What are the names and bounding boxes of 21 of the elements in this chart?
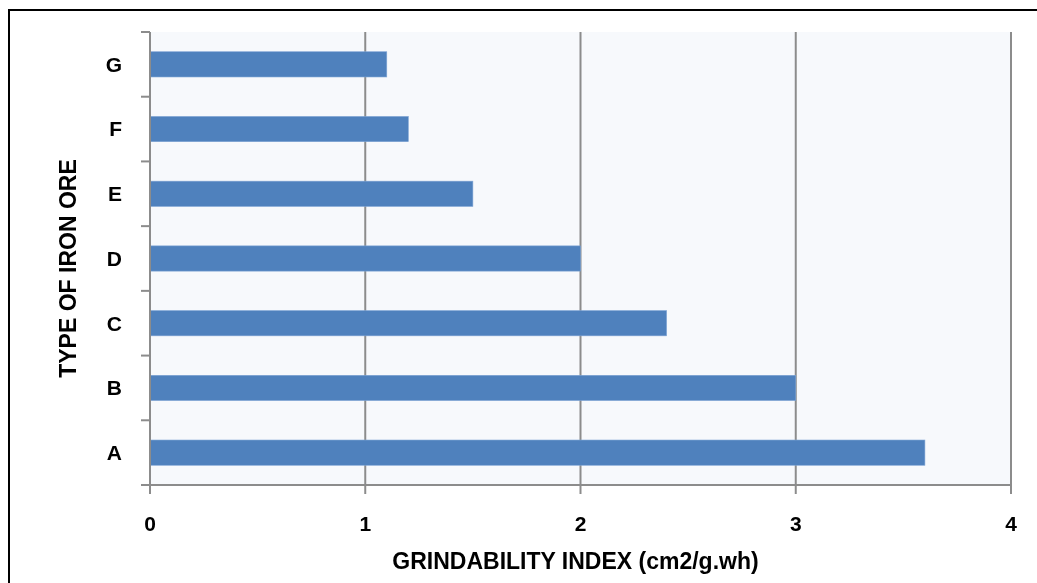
x-tick-label: 3 <box>789 512 802 536</box>
bar <box>149 439 926 466</box>
x-tick-label: 2 <box>574 512 587 536</box>
bar <box>149 180 474 207</box>
bar <box>149 116 409 142</box>
y-tick-label: D <box>106 246 122 270</box>
bar <box>149 51 388 78</box>
bar <box>149 310 667 337</box>
y-tick-label: F <box>109 117 123 141</box>
x-tick-label: 1 <box>359 512 372 536</box>
y-tick-label: G <box>105 52 122 76</box>
y-tick-label: A <box>106 440 122 464</box>
bar <box>149 245 581 272</box>
x-tick-label: 0 <box>144 512 156 536</box>
y-tick-label: B <box>106 376 122 400</box>
y-tick-label: E <box>107 182 122 206</box>
x-axis-title: GRINDABILITY INDEX (cm2/g.wh) <box>392 548 759 575</box>
y-axis-title: TYPE OF IRON ORE <box>55 159 82 378</box>
bar <box>149 375 797 401</box>
x-tick-label: 4 <box>1005 512 1018 536</box>
y-tick-label: C <box>106 311 122 335</box>
